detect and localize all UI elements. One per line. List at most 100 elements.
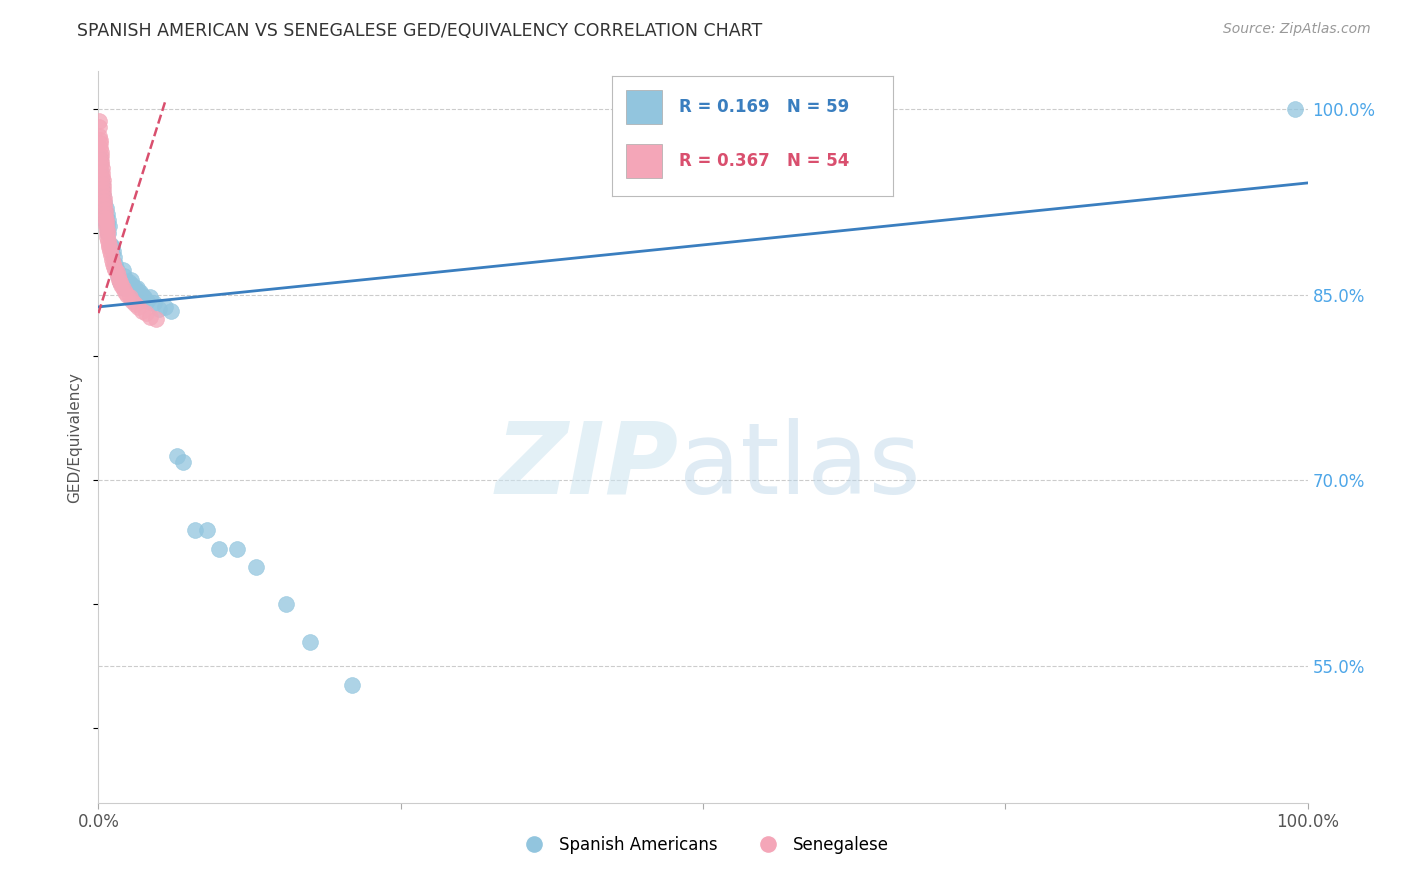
Point <box>108 275 131 289</box>
Point <box>104 256 127 270</box>
Point <box>195 523 218 537</box>
Point <box>114 285 136 299</box>
Point <box>97 213 120 227</box>
Point <box>93 207 115 221</box>
Point <box>342 678 364 692</box>
Point <box>135 306 157 320</box>
Point <box>87 114 110 128</box>
Point <box>111 281 134 295</box>
Point <box>90 153 112 168</box>
Point <box>108 272 131 286</box>
Point <box>100 238 122 252</box>
Point <box>89 151 111 165</box>
Point <box>93 194 115 209</box>
Point <box>101 244 124 259</box>
Point <box>93 213 115 227</box>
Point <box>90 182 112 196</box>
Point <box>93 198 115 212</box>
Text: R = 0.169   N = 59: R = 0.169 N = 59 <box>679 98 849 116</box>
Point <box>299 634 322 648</box>
Point <box>94 207 117 221</box>
Point <box>172 455 194 469</box>
Point <box>94 201 117 215</box>
Point <box>90 145 112 159</box>
Point <box>90 161 112 175</box>
Point <box>226 541 249 556</box>
Point <box>160 303 183 318</box>
Point <box>101 256 124 270</box>
Point <box>121 277 143 292</box>
Point <box>91 176 114 190</box>
Point <box>117 287 139 301</box>
Point <box>91 173 114 187</box>
Point <box>94 213 117 227</box>
Y-axis label: GED/Equivalency: GED/Equivalency <box>67 372 83 502</box>
Point <box>100 240 122 254</box>
Point <box>96 226 118 240</box>
Point <box>98 244 121 259</box>
Point <box>91 188 114 202</box>
Point <box>94 203 117 218</box>
Point <box>124 281 146 295</box>
Point <box>128 285 150 299</box>
Point <box>98 219 121 234</box>
Point <box>103 260 125 275</box>
Point <box>110 277 132 292</box>
Point <box>91 201 114 215</box>
Point <box>143 296 166 310</box>
Point <box>87 120 110 135</box>
Point <box>1284 102 1306 116</box>
Bar <box>626 90 662 124</box>
Point <box>89 176 111 190</box>
Point <box>93 191 115 205</box>
Point <box>108 275 131 289</box>
Point <box>245 560 267 574</box>
Text: R = 0.367   N = 54: R = 0.367 N = 54 <box>679 153 849 170</box>
Point <box>93 186 115 200</box>
Point <box>105 265 128 279</box>
Point <box>96 219 118 234</box>
Point <box>139 310 162 324</box>
Point <box>166 449 188 463</box>
Point <box>96 219 118 234</box>
Point <box>91 182 114 196</box>
Point <box>89 132 111 146</box>
Point <box>124 297 146 311</box>
Point <box>208 541 231 556</box>
Point <box>148 302 170 317</box>
Point <box>94 213 117 227</box>
Point <box>153 300 176 314</box>
Point <box>90 149 112 163</box>
Point <box>100 252 122 267</box>
Point <box>107 268 129 283</box>
Point <box>94 211 117 225</box>
Point <box>91 194 114 209</box>
Point <box>131 287 153 301</box>
Point <box>120 272 142 286</box>
Point <box>91 169 114 184</box>
Point <box>117 275 139 289</box>
Text: Source: ZipAtlas.com: Source: ZipAtlas.com <box>1223 22 1371 37</box>
Point <box>139 290 162 304</box>
Point <box>91 166 114 180</box>
Point <box>100 248 122 262</box>
Point <box>127 281 149 295</box>
Point <box>96 230 118 244</box>
Point <box>97 226 120 240</box>
Point <box>90 188 112 202</box>
Point <box>89 128 111 143</box>
Point <box>111 262 134 277</box>
Legend: Spanish Americans, Senegalese: Spanish Americans, Senegalese <box>510 829 896 860</box>
Point <box>104 262 127 277</box>
Point <box>97 238 120 252</box>
Point <box>145 312 167 326</box>
Bar <box>626 145 662 178</box>
Point <box>89 157 111 171</box>
Point <box>98 240 121 254</box>
Point <box>91 178 114 193</box>
Point <box>103 250 125 264</box>
Text: atlas: atlas <box>679 417 921 515</box>
Point <box>89 141 111 155</box>
Point <box>274 598 297 612</box>
Point <box>114 281 136 295</box>
